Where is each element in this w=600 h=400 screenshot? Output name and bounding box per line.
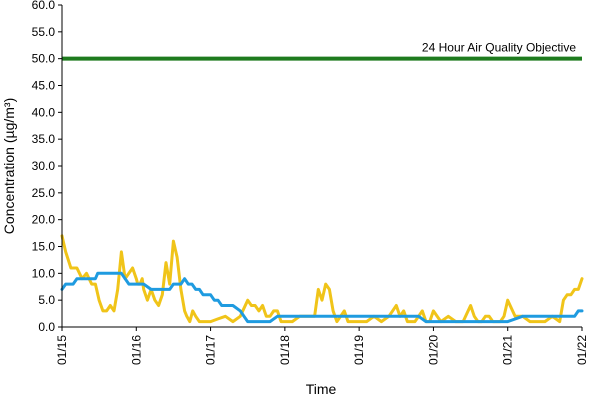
y-tick-label: 45.0 [32, 79, 56, 93]
x-tick-label: 01/15 [55, 335, 69, 365]
y-tick-label: 60.0 [32, 0, 56, 12]
y-tick-label: 20.0 [32, 213, 56, 227]
x-tick-label: 01/21 [501, 335, 515, 365]
objective-label: 24 Hour Air Quality Objective [422, 41, 576, 55]
x-tick-label: 01/18 [278, 335, 292, 365]
y-tick-label: 30.0 [32, 159, 56, 173]
y-tick-label: 10.0 [32, 266, 56, 280]
y-tick-label: 55.0 [32, 25, 56, 39]
y-tick-label: 50.0 [32, 52, 56, 66]
x-axis-ticks: 01/15 01/16 01/17 01/18 01/19 01/20 01/21 01/22 [55, 327, 589, 365]
y-tick-label: 15.0 [32, 240, 56, 254]
y-tick-label: 0.0 [38, 320, 55, 334]
x-tick-label: 01/20 [426, 335, 440, 365]
y-tick-label: 35.0 [32, 132, 56, 146]
x-tick-label: 01/19 [352, 335, 366, 365]
x-tick-label: 01/17 [204, 335, 218, 365]
x-tick-label: 01/22 [575, 335, 589, 365]
x-axis-title: Time [306, 381, 337, 397]
y-axis-title: Concentration (µg/m³) [1, 98, 17, 234]
x-tick-label: 01/16 [129, 335, 143, 365]
y-tick-label: 5.0 [38, 293, 55, 307]
y-tick-label: 40.0 [32, 105, 56, 119]
y-tick-label: 25.0 [32, 186, 56, 200]
series-line-2 [60, 271, 584, 324]
y-axis-ticks: 0.0 5.0 10.0 15.0 20.0 25.0 30.0 35.0 40.0 45.0 50… [32, 0, 62, 334]
series-layer [60, 234, 584, 324]
series-line-1 [60, 234, 584, 324]
